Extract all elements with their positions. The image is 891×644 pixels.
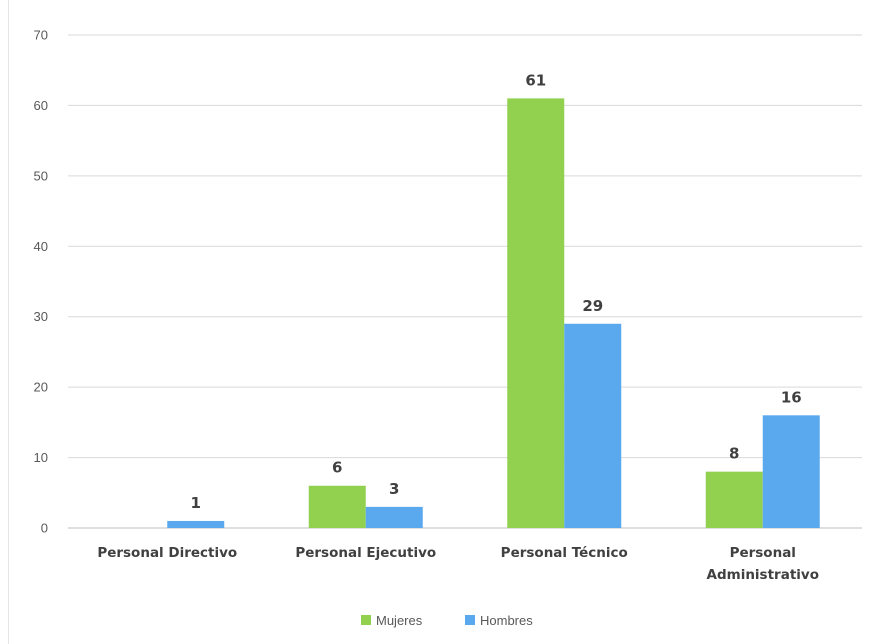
y-tick-label: 20 <box>34 380 48 395</box>
bar <box>167 520 225 528</box>
x-tick-label: Personal Ejecutivo <box>295 545 436 561</box>
legend-label: Hombres <box>480 613 533 628</box>
legend-label: Mujeres <box>376 613 423 628</box>
x-tick-label: Personal Técnico <box>501 545 628 561</box>
y-tick-label: 0 <box>41 521 48 536</box>
legend-swatch <box>361 615 371 625</box>
data-label: 16 <box>781 388 802 406</box>
bar <box>705 471 763 528</box>
frame-border <box>8 0 9 644</box>
data-label: 29 <box>582 297 603 315</box>
bar <box>308 485 366 528</box>
data-label: 3 <box>389 480 399 498</box>
y-tick-label: 60 <box>34 98 48 113</box>
x-tick-label: Administrativo <box>707 567 819 583</box>
y-tick-label: 10 <box>34 450 48 465</box>
data-label: 8 <box>729 445 739 463</box>
bar <box>762 415 820 528</box>
data-label: 61 <box>525 71 546 89</box>
x-tick-label: Personal <box>730 545 796 561</box>
bar <box>564 323 622 528</box>
x-tick-label: Personal Directivo <box>97 545 237 561</box>
data-label: 1 <box>191 494 201 512</box>
legend-swatch <box>465 615 475 625</box>
y-tick-label: 40 <box>34 239 48 254</box>
data-label: 6 <box>332 459 342 477</box>
y-tick-label: 50 <box>34 168 48 183</box>
y-tick-label: 70 <box>34 28 48 43</box>
bar <box>365 506 423 528</box>
bar <box>507 98 565 528</box>
y-tick-label: 30 <box>34 309 48 324</box>
